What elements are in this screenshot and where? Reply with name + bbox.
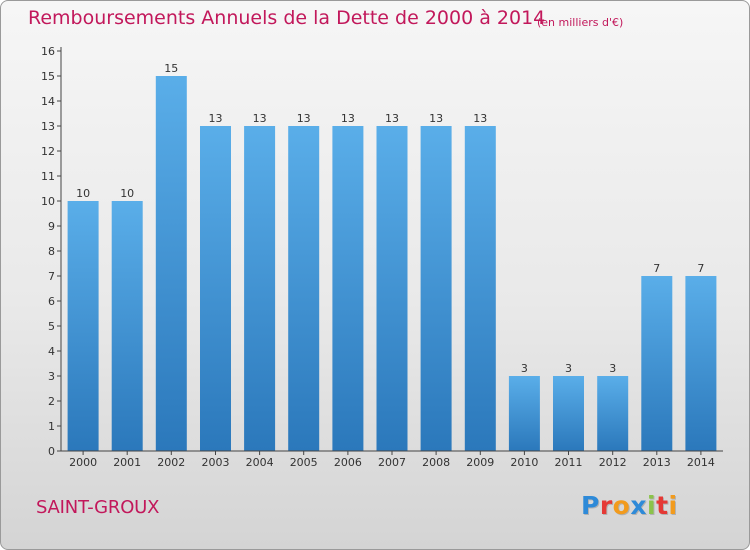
bar-2007 [376, 126, 408, 451]
x-tick-label-2011: 2011 [555, 456, 583, 469]
y-tick-label-0: 0 [48, 445, 55, 458]
logo-letter: r [599, 491, 613, 520]
x-tick-label-2000: 2000 [69, 456, 97, 469]
data-label-2000: 10 [76, 187, 90, 200]
logo-letter: i [647, 491, 657, 520]
x-tick-label-2003: 2003 [202, 456, 230, 469]
chart-title: Remboursements Annuels de la Dette de 20… [28, 7, 546, 29]
bar-2002 [155, 76, 187, 451]
y-tick-label-2: 2 [48, 395, 55, 408]
axes-group: 2000 2001 2002 2003 2004 2005 2006 2007 2008 2009… [41, 45, 723, 469]
y-tick-label-6: 6 [48, 295, 55, 308]
y-tick-label-16: 16 [41, 45, 55, 58]
bar-2014 [685, 276, 717, 451]
bars-group: 10 10 15 13 13 13 13 13 13 13 3 3 3 7 7 [67, 62, 717, 451]
x-tick-label-2009: 2009 [466, 456, 494, 469]
data-label-2012: 3 [609, 362, 616, 375]
x-tick-label-2013: 2013 [643, 456, 671, 469]
data-label-2009: 13 [473, 112, 487, 125]
x-tick-label-2005: 2005 [290, 456, 318, 469]
y-tick-label-3: 3 [48, 370, 55, 383]
bar-2010 [508, 376, 540, 451]
bar-2012 [597, 376, 629, 451]
data-label-2004: 13 [253, 112, 267, 125]
x-tick-label-2006: 2006 [334, 456, 362, 469]
data-label-2005: 13 [297, 112, 311, 125]
data-label-2003: 13 [209, 112, 223, 125]
data-label-2007: 13 [385, 112, 399, 125]
y-tick-label-8: 8 [48, 245, 55, 258]
y-tick-label-10: 10 [41, 195, 55, 208]
x-tick-label-2007: 2007 [378, 456, 406, 469]
data-label-2010: 3 [521, 362, 528, 375]
y-tick-label-5: 5 [48, 320, 55, 333]
data-label-2014: 7 [697, 262, 704, 275]
x-tick-label-2002: 2002 [157, 456, 185, 469]
proxiti-logo: Proxiti [581, 491, 678, 520]
bar-2005 [288, 126, 320, 451]
y-tick-label-7: 7 [48, 270, 55, 283]
commune-name: SAINT-GROUX [36, 497, 160, 518]
bar-2006 [332, 126, 364, 451]
y-tick-label-1: 1 [48, 420, 55, 433]
y-tick-label-14: 14 [41, 95, 55, 108]
bar-2013 [641, 276, 673, 451]
x-tick-label-2004: 2004 [246, 456, 274, 469]
x-tick-label-2001: 2001 [113, 456, 141, 469]
unit-label: (en milliers d'€) [537, 16, 624, 29]
logo-letter: i [668, 491, 678, 520]
bar-2003 [200, 126, 231, 451]
bar-2000 [67, 201, 99, 451]
y-tick-label-13: 13 [41, 120, 55, 133]
x-tick-label-2012: 2012 [599, 456, 627, 469]
y-tick-label-11: 11 [41, 170, 55, 183]
y-tick-label-15: 15 [41, 70, 55, 83]
bar-2008 [420, 126, 452, 451]
logo-letter: o [612, 491, 631, 520]
data-label-2002: 15 [164, 62, 178, 75]
bar-2004 [244, 126, 276, 451]
data-label-2013: 7 [653, 262, 660, 275]
bar-2001 [111, 201, 143, 451]
logo-letter: x [630, 491, 647, 520]
bar-2009 [464, 126, 496, 451]
y-tick-label-9: 9 [48, 220, 55, 233]
logo-letter: t [656, 491, 669, 520]
data-label-2008: 13 [429, 112, 443, 125]
x-tick-label-2010: 2010 [510, 456, 538, 469]
data-label-2011: 3 [565, 362, 572, 375]
data-label-2001: 10 [120, 187, 134, 200]
bar-2011 [553, 376, 584, 451]
x-tick-label-2014: 2014 [687, 456, 715, 469]
x-tick-label-2008: 2008 [422, 456, 450, 469]
y-tick-label-12: 12 [41, 145, 55, 158]
logo-letter: P [581, 491, 600, 520]
y-tick-label-4: 4 [48, 345, 55, 358]
data-label-2006: 13 [341, 112, 355, 125]
